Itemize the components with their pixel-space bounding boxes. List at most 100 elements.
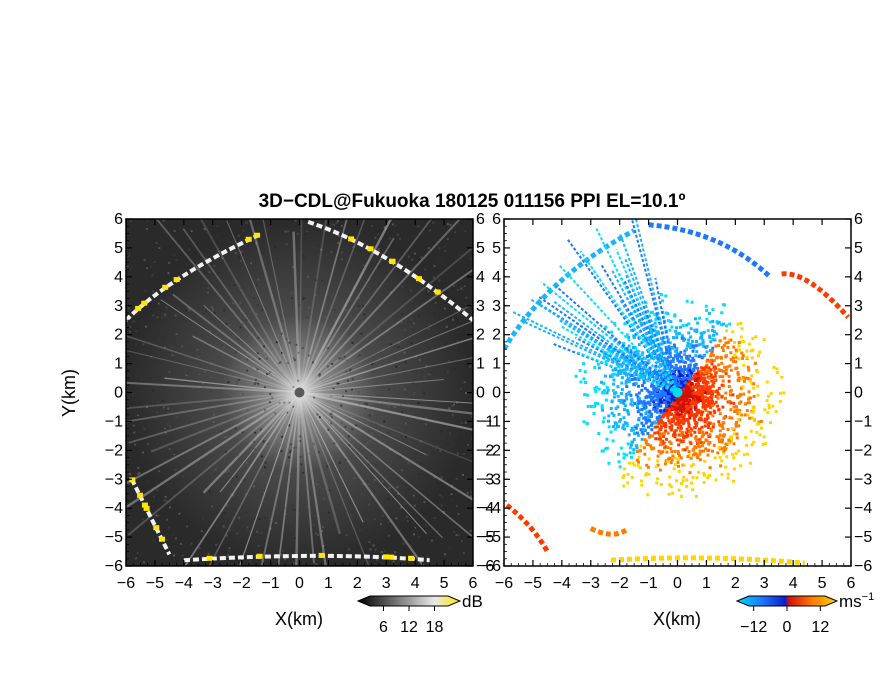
velocity-pixel	[758, 350, 762, 354]
velocity-pixel	[697, 316, 701, 320]
snr-speckle	[363, 313, 366, 316]
velocity-pixel	[653, 431, 657, 435]
velocity-pixel	[644, 401, 648, 405]
velocity-pixel	[637, 384, 641, 388]
snr-speckle	[151, 274, 154, 277]
velocity-pixel	[695, 350, 699, 354]
snr-speckle	[191, 386, 194, 389]
snr-speckle	[391, 223, 394, 226]
velocity-pixel	[623, 404, 627, 408]
velocity-pixel	[622, 474, 626, 478]
velocity-pixel	[605, 446, 609, 450]
velocity-pixel	[674, 410, 678, 414]
velocity-pixel	[716, 404, 720, 408]
snr-speckle	[163, 499, 166, 502]
snr-speckle	[417, 314, 420, 317]
velocity-pixel	[729, 368, 733, 372]
velocity-pixel	[649, 338, 653, 342]
snr-speckle	[295, 468, 298, 471]
snr-speckle	[349, 298, 352, 301]
velocity-pixel	[679, 359, 683, 363]
velocity-pixel	[666, 431, 670, 435]
velocity-pixel	[676, 414, 680, 418]
snr-speckle	[280, 332, 283, 335]
y-tick-label-right: −5	[854, 529, 872, 546]
snr-speckle	[165, 306, 168, 309]
velocity-pixel	[737, 424, 741, 428]
velocity-pixel	[699, 410, 703, 414]
velocity-pixel	[660, 299, 664, 303]
velocity-pixel	[734, 360, 738, 364]
velocity-pixel	[610, 330, 614, 334]
snr-speckle	[297, 240, 300, 243]
snr-speckle	[352, 245, 355, 248]
snr-speckle	[443, 245, 446, 248]
velocity-pixel	[704, 379, 708, 383]
velocity-pixel	[723, 365, 727, 369]
velocity-pixel	[741, 376, 745, 380]
velocity-pixel	[657, 345, 661, 349]
velocity-pixel	[747, 397, 751, 401]
velocity-pixel	[625, 333, 629, 337]
velocity-pixel	[681, 418, 685, 422]
snr-speckle	[214, 468, 217, 471]
velocity-pixel	[667, 388, 671, 392]
snr-speckle	[164, 431, 167, 434]
velocity-pixel	[665, 450, 669, 454]
velocity-pixel	[664, 396, 668, 400]
velocity-pixel	[752, 419, 756, 423]
snr-speckle	[412, 370, 415, 373]
velocity-streak	[537, 295, 679, 394]
velocity-pixel	[703, 370, 707, 374]
velocity-pixel	[670, 458, 674, 462]
snr-speckle	[300, 463, 303, 466]
velocity-pixel	[711, 383, 715, 387]
velocity-pixel	[698, 379, 702, 383]
velocity-pixel	[609, 430, 613, 434]
snr-speckle	[431, 346, 434, 349]
velocity-pixel	[729, 357, 733, 361]
velocity-pixel	[635, 354, 639, 358]
snr-streak	[298, 391, 425, 566]
snr-speckle	[165, 499, 168, 502]
velocity-pixel	[685, 374, 689, 378]
x-tick-label: 1	[324, 575, 333, 592]
velocity-pixel	[750, 356, 754, 360]
snr-speckle	[364, 402, 367, 405]
velocity-pixel	[744, 376, 748, 380]
snr-speckle	[399, 455, 402, 458]
velocity-pixel	[666, 338, 670, 342]
velocity-pixel	[689, 456, 693, 460]
snr-streak	[292, 231, 301, 393]
snr-speckle	[419, 461, 422, 464]
velocity-pixel	[701, 410, 705, 414]
snr-speckle	[367, 480, 370, 483]
snr-speckle	[449, 224, 452, 227]
y-tick-label: −2	[105, 442, 123, 459]
velocity-pixel	[735, 432, 739, 436]
snr-speckle	[132, 424, 135, 427]
snr-speckle	[152, 314, 155, 317]
snr-speckle	[150, 355, 153, 358]
velocity-pixel	[679, 415, 683, 419]
velocity-pixel	[696, 456, 700, 460]
velocity-pixel	[611, 388, 615, 392]
snr-speckle	[249, 527, 252, 530]
snr-speckle	[372, 544, 375, 547]
velocity-pixel	[612, 414, 616, 418]
velocity-pixel	[679, 481, 683, 485]
snr-speckle	[367, 279, 370, 282]
velocity-pixel	[643, 452, 647, 456]
velocity-pixel	[583, 370, 587, 374]
snr-speckle	[398, 342, 401, 345]
snr-speckle	[369, 439, 372, 442]
snr-speckle	[145, 406, 148, 409]
velocity-pixel	[686, 341, 690, 345]
snr-echo-highlight	[434, 289, 441, 295]
velocity-pixel	[665, 357, 669, 361]
velocity-pixel	[620, 376, 624, 380]
snr-speckle	[356, 356, 359, 359]
velocity-pixel	[782, 391, 786, 395]
velocity-pixel	[652, 384, 656, 388]
snr-speckle	[453, 285, 456, 288]
